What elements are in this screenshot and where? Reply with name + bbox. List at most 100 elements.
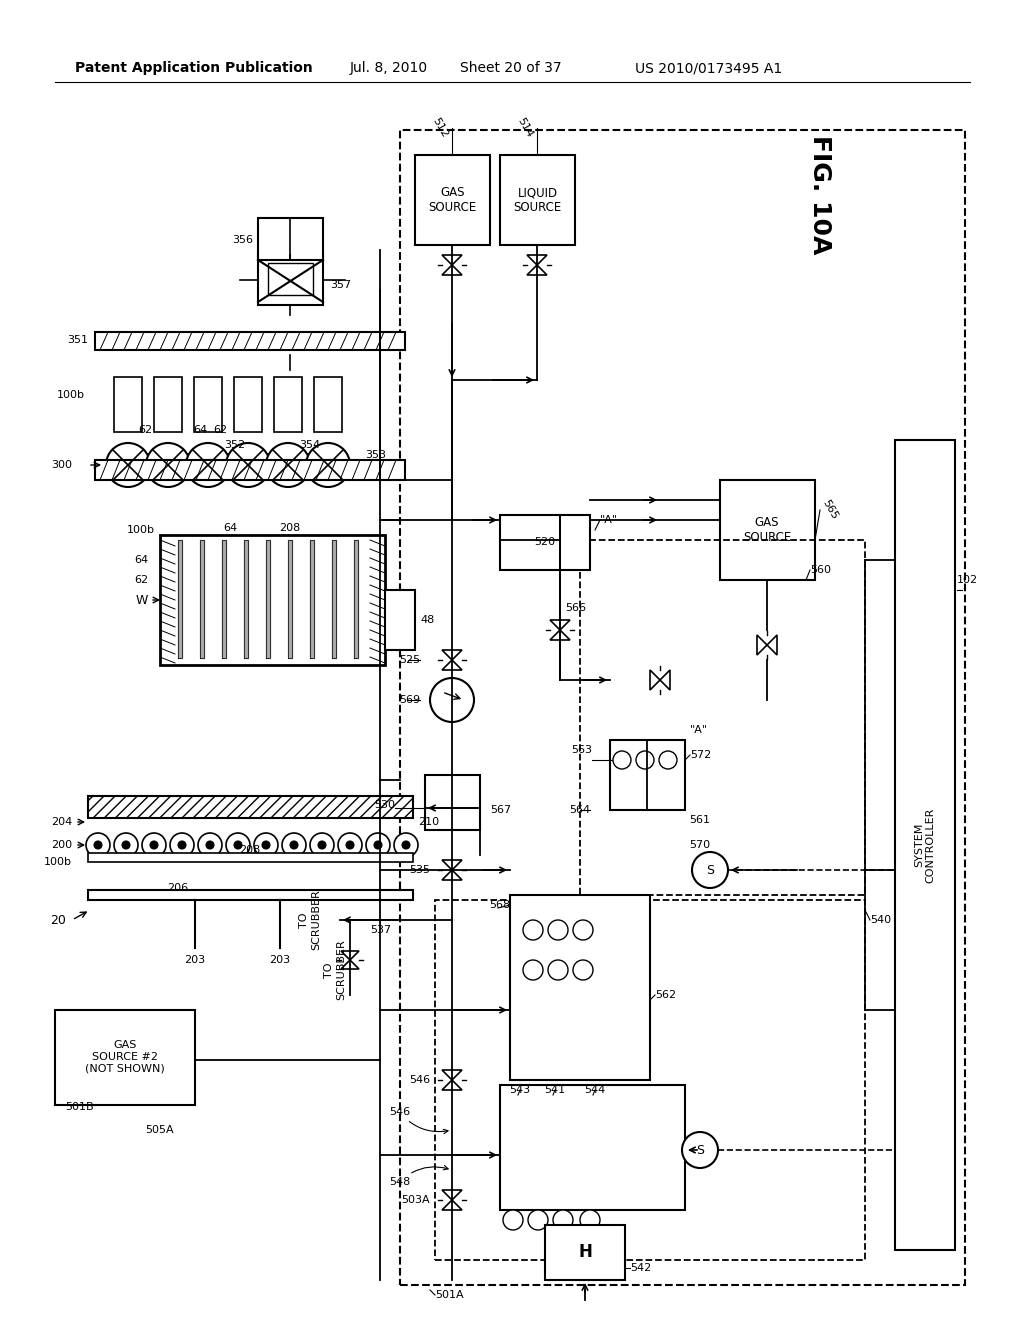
Circle shape (523, 920, 543, 940)
Text: 505A: 505A (145, 1125, 174, 1135)
Text: 501A: 501A (435, 1290, 464, 1300)
Text: 535: 535 (409, 865, 430, 875)
Bar (500, 1085, 685, 1210)
Circle shape (122, 841, 130, 849)
Circle shape (548, 960, 568, 979)
Text: 300: 300 (51, 459, 72, 470)
Text: W: W (135, 594, 148, 606)
Text: 569: 569 (399, 696, 420, 705)
Text: 570: 570 (689, 840, 711, 850)
Circle shape (528, 1210, 548, 1230)
Bar (95, 459, 406, 480)
Circle shape (106, 444, 150, 487)
Circle shape (86, 833, 110, 857)
Bar (274, 378, 302, 432)
Text: 203: 203 (184, 954, 206, 965)
Circle shape (550, 1105, 570, 1125)
Text: 352: 352 (224, 440, 246, 450)
Text: 544: 544 (585, 1085, 605, 1096)
Circle shape (170, 833, 194, 857)
Bar (500, 515, 590, 570)
Text: Jul. 8, 2010: Jul. 8, 2010 (350, 61, 428, 75)
Circle shape (500, 1105, 520, 1125)
Circle shape (692, 851, 728, 888)
Circle shape (573, 960, 593, 979)
Circle shape (254, 833, 278, 857)
Text: 208: 208 (280, 523, 301, 533)
Text: 62: 62 (138, 425, 152, 436)
Circle shape (525, 1105, 545, 1125)
Text: 572: 572 (690, 750, 712, 760)
Circle shape (580, 1210, 600, 1230)
Text: 64: 64 (223, 523, 238, 533)
Text: GAS
SOURCE: GAS SOURCE (428, 186, 476, 214)
Text: 546: 546 (389, 1107, 449, 1134)
Circle shape (206, 841, 214, 849)
Circle shape (430, 678, 474, 722)
Text: 356: 356 (232, 235, 253, 246)
Text: 204: 204 (51, 817, 72, 828)
Bar (95, 333, 406, 350)
Bar (268, 263, 313, 294)
Bar (400, 129, 965, 1284)
Text: 512: 512 (430, 116, 450, 140)
Text: 353: 353 (365, 450, 386, 459)
Circle shape (338, 833, 362, 857)
Text: "A": "A" (690, 725, 709, 735)
Bar (258, 218, 323, 260)
Circle shape (553, 1210, 573, 1230)
Circle shape (394, 833, 418, 857)
Bar (580, 540, 865, 895)
Text: 20: 20 (50, 913, 66, 927)
Text: 200: 200 (51, 840, 72, 850)
Text: 100b: 100b (127, 525, 155, 535)
Circle shape (402, 841, 410, 849)
Text: Sheet 20 of 37: Sheet 20 of 37 (460, 61, 561, 75)
Circle shape (146, 444, 190, 487)
Text: 548: 548 (389, 1166, 449, 1187)
Circle shape (142, 833, 166, 857)
Text: 564: 564 (569, 805, 590, 814)
Text: 563: 563 (571, 744, 592, 755)
Circle shape (226, 833, 250, 857)
Bar (114, 378, 142, 432)
Text: GAS
SOURCE: GAS SOURCE (742, 516, 792, 544)
Bar (500, 154, 575, 246)
Bar (314, 378, 342, 432)
Bar (55, 1010, 195, 1105)
Bar (435, 900, 865, 1261)
Bar (385, 590, 415, 649)
Bar (258, 255, 323, 305)
Text: 568: 568 (488, 900, 510, 909)
Text: 354: 354 (299, 440, 321, 450)
Text: 203: 203 (269, 954, 291, 965)
Bar (160, 535, 385, 665)
Circle shape (262, 841, 270, 849)
Bar (154, 378, 182, 432)
Circle shape (318, 841, 326, 849)
Text: TO
SCRUBBER: TO SCRUBBER (325, 940, 346, 1001)
Circle shape (613, 751, 631, 770)
Circle shape (310, 833, 334, 857)
Text: 542: 542 (630, 1263, 651, 1272)
Text: 102: 102 (957, 576, 978, 585)
Bar (610, 741, 685, 810)
Circle shape (282, 833, 306, 857)
Bar (415, 154, 490, 246)
Circle shape (573, 920, 593, 940)
Circle shape (94, 841, 102, 849)
Circle shape (198, 833, 222, 857)
Circle shape (150, 841, 158, 849)
Bar (88, 853, 413, 862)
Text: TO
SCRUBBER: TO SCRUBBER (299, 890, 321, 950)
Text: 525: 525 (399, 655, 420, 665)
Text: 541: 541 (545, 1085, 565, 1096)
Text: SYSTEM
CONTROLLER: SYSTEM CONTROLLER (914, 808, 936, 883)
Text: 100b: 100b (57, 389, 85, 400)
Text: 514: 514 (515, 116, 535, 140)
Circle shape (234, 841, 242, 849)
Text: 546: 546 (409, 1074, 430, 1085)
Text: 540: 540 (870, 915, 891, 925)
Text: 206: 206 (168, 883, 188, 894)
Circle shape (575, 1105, 595, 1125)
